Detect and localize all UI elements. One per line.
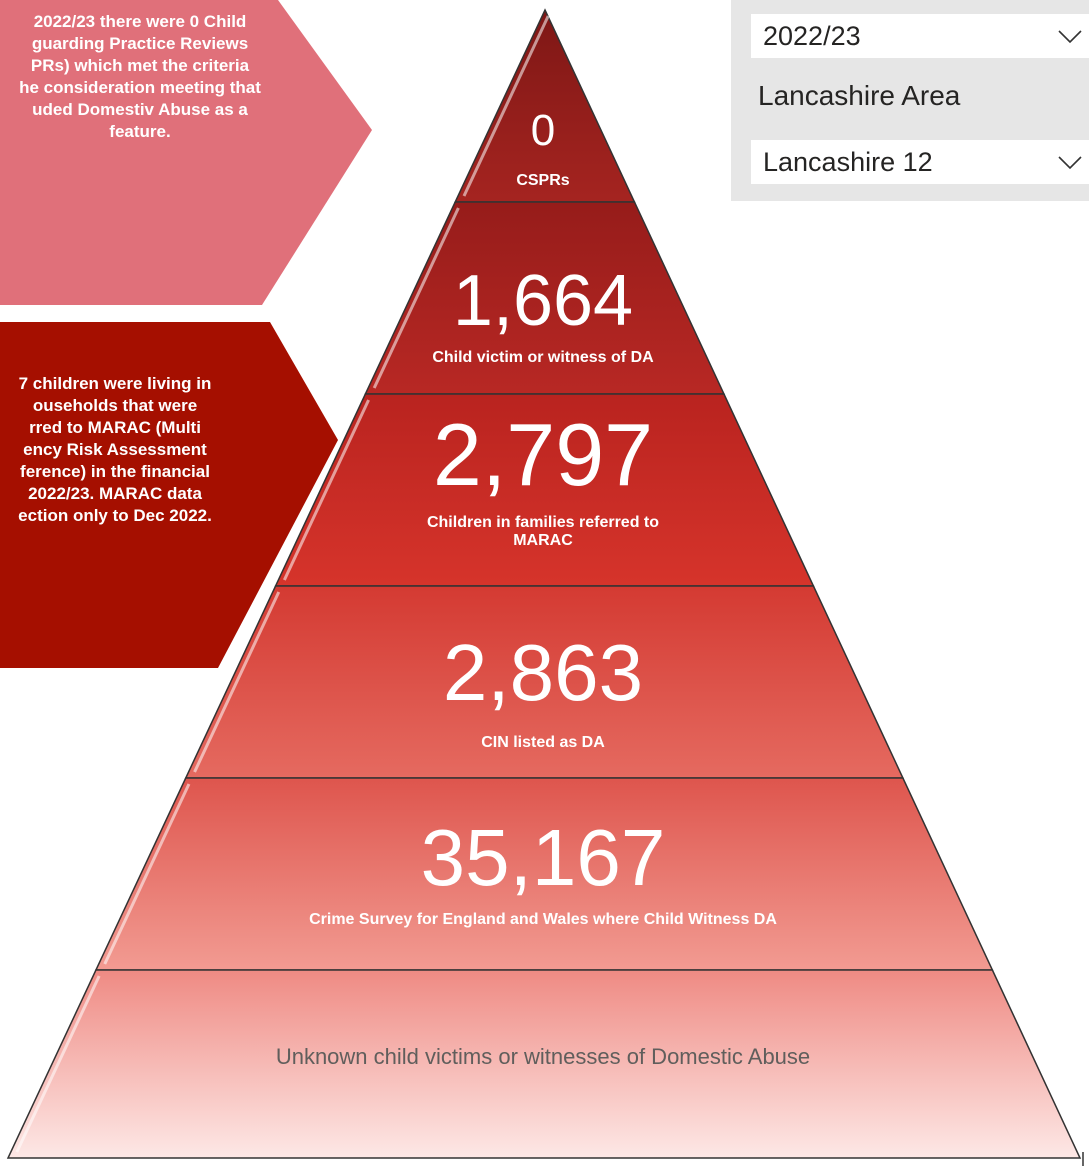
pyramid-tier-1: 0 CSPRs	[454, 8, 636, 203]
tier-highlight	[193, 591, 281, 773]
tier-label: Children in families referred to	[427, 514, 659, 531]
tier-value: 0	[531, 106, 555, 155]
area-filter-label: Lancashire Area	[758, 80, 961, 111]
callout-line: ouseholds that were	[32, 396, 198, 415]
pyramid-tier-3: 2,797 Children in families referred toMAR…	[274, 393, 815, 587]
pyramid-tier-4: 2,863 CIN listed as DA	[184, 585, 905, 779]
callout-shape-1	[0, 0, 372, 305]
tier-label: MARAC	[513, 532, 573, 549]
chevron-down-icon	[1058, 30, 1082, 44]
year-dropdown-value: 2022/23	[763, 21, 861, 51]
pyramid-tier-2: 1,664 Child victim or witness of DA	[364, 201, 726, 395]
callout-line: he consideration meeting that	[19, 78, 261, 97]
callout-line: PRs) which met the criteria	[30, 56, 250, 75]
area-dropdown-value: Lancashire 12	[763, 147, 933, 177]
callout-line: 2022/23 there were 0 Child	[33, 12, 247, 31]
callout-line: feature.	[109, 122, 171, 141]
tier-value: 1,664	[453, 261, 633, 341]
callout-line: rred to MARAC (Multi	[29, 418, 201, 437]
callout-line: ency Risk Assessment	[23, 440, 207, 459]
callout-line: uded Domestiv Abuse as a	[32, 100, 248, 119]
marac-description-callout: 7 children were living in ouseholds that …	[0, 373, 270, 527]
tier-highlight	[15, 975, 101, 1153]
tier-highlight	[283, 399, 370, 581]
tier-label: Crime Survey for England and Wales where…	[309, 911, 777, 928]
area-dropdown[interactable]: Lancashire 12	[751, 140, 1089, 184]
tier-label: Child victim or witness of DA	[432, 349, 654, 366]
tier-label: Unknown child victims or witnesses of Do…	[276, 1044, 810, 1069]
edge-marker	[1082, 1152, 1084, 1166]
tier-highlight	[462, 15, 550, 197]
tier-label: CSPRs	[516, 172, 569, 189]
callout-line: 2022/23. MARAC data	[28, 484, 202, 503]
cspr-description-callout: 2022/23 there were 0 Child guarding Pract…	[0, 11, 320, 143]
year-dropdown[interactable]: 2022/23	[751, 14, 1089, 58]
tier-value: 2,797	[433, 405, 653, 504]
tier-value: 35,167	[421, 813, 666, 902]
callout-line: 7 children were living in	[18, 374, 212, 393]
tier-label: CIN listed as DA	[481, 734, 605, 751]
tier-highlight	[103, 783, 191, 965]
pyramid-tier-5: 35,167 Crime Survey for England and Wales…	[94, 777, 994, 971]
callout-line: ference) in the financial	[20, 462, 210, 481]
callout-shape-2	[0, 322, 338, 668]
filter-panel: 2022/23 Lancashire Area Lancashire 12	[731, 0, 1089, 201]
callout-line: guarding Practice Reviews	[31, 34, 249, 53]
callout-line: ection only to Dec 2022.	[18, 506, 212, 525]
pyramid-tier-shape	[6, 969, 1082, 1159]
pyramid-tier-6: Unknown child victims or witnesses of Do…	[6, 969, 1082, 1159]
tier-highlight	[372, 207, 460, 389]
chevron-down-icon	[1058, 156, 1082, 170]
tier-value: 2,863	[443, 628, 643, 717]
